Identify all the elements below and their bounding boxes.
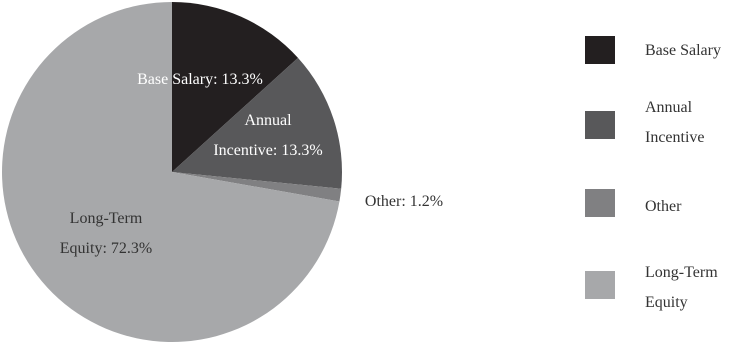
- legend-item-annual-incentive: Annual Incentive: [585, 99, 705, 146]
- pie-slice-annual-incentive: [172, 57, 342, 189]
- legend-item-long-term-equity: Long-Term Equity: [585, 264, 718, 311]
- legend-item-other: Other: [585, 189, 682, 217]
- slice-label-base-salary: Base Salary: 13.3%: [137, 71, 263, 88]
- legend-label-other: Other: [645, 198, 682, 215]
- legend-swatch-annual-incentive: [585, 111, 615, 139]
- pie-slices: [2, 2, 342, 342]
- slice-label-long-term-equity: Long-Term Equity: 72.3%: [60, 210, 152, 257]
- legend-swatch-base-salary: [585, 36, 615, 64]
- pie-slice-base-salary: [172, 2, 298, 172]
- legend-swatch-long-term-equity: [585, 271, 615, 299]
- pie-slice-long-term-equity: [2, 2, 340, 342]
- legend-label-annual-incentive: Annual Incentive: [645, 99, 705, 146]
- slice-label-annual-incentive: Annual Incentive: 13.3%: [213, 112, 322, 159]
- slice-label-other: Other: 1.2%: [365, 193, 443, 210]
- legend-swatch-other: [585, 189, 615, 217]
- legend-label-base-salary: Base Salary: [645, 42, 721, 59]
- legend-label-long-term-equity: Long-Term Equity: [645, 264, 718, 311]
- legend-item-base-salary: Base Salary: [585, 36, 721, 64]
- pie-slice-other: [172, 172, 342, 202]
- slice-labels: Base Salary: 13.3% Annual Incentive: 13.3%…: [60, 71, 443, 257]
- legend: Base Salary Annual Incentive Other Long-Term…: [585, 36, 721, 311]
